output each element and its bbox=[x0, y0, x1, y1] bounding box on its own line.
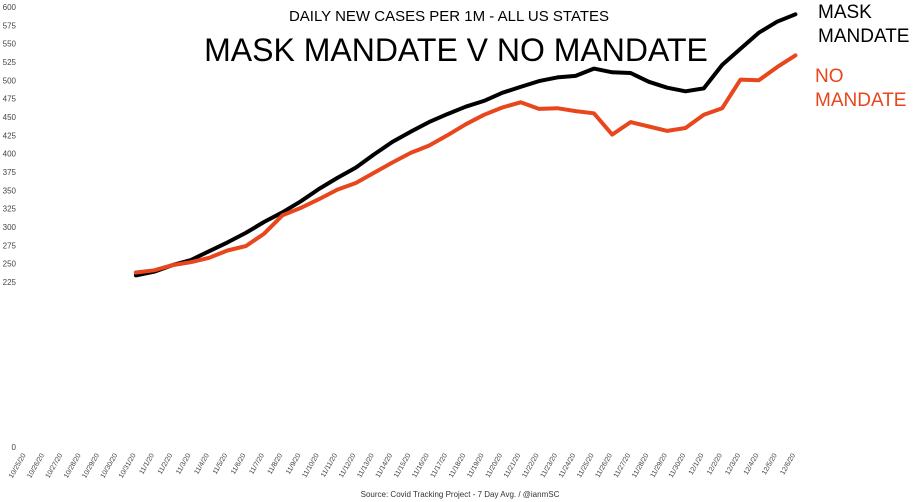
series-line-mask-mandate bbox=[133, 12, 798, 278]
series-label-line: MANDATE bbox=[815, 90, 906, 111]
x-tick-label: 11/19/20 bbox=[466, 452, 485, 479]
x-tick-label: 11/11/20 bbox=[320, 452, 339, 478]
x-tick-label: 11/18/20 bbox=[448, 452, 467, 479]
chart-subtitle: DAILY NEW CASES PER 1M - ALL US STATES bbox=[289, 8, 609, 25]
x-tick-label: 11/30/20 bbox=[668, 452, 687, 479]
x-tick-label: 11/4/20 bbox=[193, 452, 211, 475]
x-tick-label: 11/15/20 bbox=[393, 452, 412, 479]
x-tick-label: 11/1/20 bbox=[138, 452, 156, 475]
x-tick-label: 10/29/20 bbox=[81, 452, 101, 479]
x-tick-label: 11/28/20 bbox=[631, 452, 650, 479]
x-tick-label: 10/26/20 bbox=[26, 452, 46, 479]
x-tick-label: 11/26/20 bbox=[595, 452, 614, 479]
y-tick-label: 475 bbox=[3, 95, 17, 104]
x-tick-label: 11/12/20 bbox=[338, 452, 357, 479]
series-lines bbox=[133, 12, 798, 278]
x-axis-ticks: 10/25/2010/26/2010/27/2010/28/2010/29/20… bbox=[8, 452, 797, 479]
x-tick-label: 11/6/20 bbox=[230, 452, 248, 475]
x-tick-label: 11/16/20 bbox=[411, 452, 430, 479]
x-tick-label: 11/8/20 bbox=[267, 452, 285, 475]
y-tick-label: 400 bbox=[3, 150, 17, 159]
y-tick-label: 375 bbox=[3, 168, 17, 177]
y-tick-label: 225 bbox=[3, 278, 17, 287]
series-line-no-mandate bbox=[133, 53, 798, 275]
y-tick-label: 350 bbox=[3, 186, 17, 195]
series-label-line: MASK bbox=[818, 2, 872, 23]
y-tick-label: 500 bbox=[3, 76, 17, 85]
x-tick-label: 11/20/20 bbox=[485, 452, 504, 479]
y-tick-label: 575 bbox=[3, 21, 17, 30]
x-tick-label: 10/25/20 bbox=[8, 452, 28, 479]
chart-title: MASK MANDATE V NO MANDATE bbox=[204, 32, 708, 68]
x-tick-label: 11/29/20 bbox=[650, 452, 669, 479]
source-note: Source: Covid Tracking Project - 7 Day A… bbox=[361, 490, 560, 499]
x-tick-label: 11/22/20 bbox=[521, 452, 540, 479]
x-tick-label: 10/31/20 bbox=[118, 452, 138, 479]
series-labels: MASK MANDATE NO MANDATE bbox=[815, 2, 909, 111]
y-tick-label: 600 bbox=[3, 3, 17, 12]
y-tick-label: 525 bbox=[3, 58, 17, 67]
y-tick-label: 0 bbox=[12, 443, 17, 452]
x-tick-label: 11/25/20 bbox=[576, 452, 595, 479]
x-tick-label: 11/5/20 bbox=[212, 452, 230, 475]
x-tick-label: 12/5/20 bbox=[761, 452, 779, 476]
x-tick-label: 11/7/20 bbox=[248, 452, 266, 475]
x-tick-label: 11/14/20 bbox=[375, 452, 394, 479]
x-tick-label: 12/1/20 bbox=[688, 452, 706, 476]
x-tick-label: 11/10/20 bbox=[301, 452, 320, 479]
y-tick-label: 425 bbox=[3, 131, 17, 140]
series-label-line: NO bbox=[815, 66, 844, 87]
x-tick-label: 11/17/20 bbox=[430, 452, 449, 479]
x-tick-label: 12/2/20 bbox=[706, 452, 724, 476]
y-tick-label: 250 bbox=[3, 260, 17, 269]
x-tick-label: 12/3/20 bbox=[724, 452, 742, 476]
y-tick-label: 450 bbox=[3, 113, 17, 122]
x-tick-label: 11/23/20 bbox=[540, 452, 559, 479]
y-axis-ticks: 0 225 250 275 300 325 350 375 400 425 450 475 500 525… bbox=[3, 3, 17, 452]
x-tick-label: 10/30/20 bbox=[100, 452, 120, 479]
x-tick-label: 10/28/20 bbox=[63, 452, 83, 479]
x-tick-label: 11/3/20 bbox=[175, 452, 193, 475]
x-tick-label: 11/27/20 bbox=[613, 452, 632, 479]
y-tick-label: 300 bbox=[3, 223, 17, 232]
x-tick-label: 11/9/20 bbox=[285, 452, 303, 475]
x-tick-label: 11/13/20 bbox=[356, 452, 375, 479]
x-tick-label: 11/2/20 bbox=[157, 452, 175, 475]
y-tick-label: 325 bbox=[3, 205, 17, 214]
x-tick-label: 12/4/20 bbox=[743, 452, 761, 476]
y-tick-label: 275 bbox=[3, 241, 17, 250]
y-tick-label: 550 bbox=[3, 40, 17, 49]
x-tick-label: 11/24/20 bbox=[558, 452, 577, 479]
series-label-line: MANDATE bbox=[818, 26, 909, 47]
x-tick-label: 11/21/20 bbox=[503, 452, 522, 479]
x-tick-label: 10/27/20 bbox=[45, 452, 65, 479]
x-tick-label: 12/6/20 bbox=[779, 452, 797, 476]
